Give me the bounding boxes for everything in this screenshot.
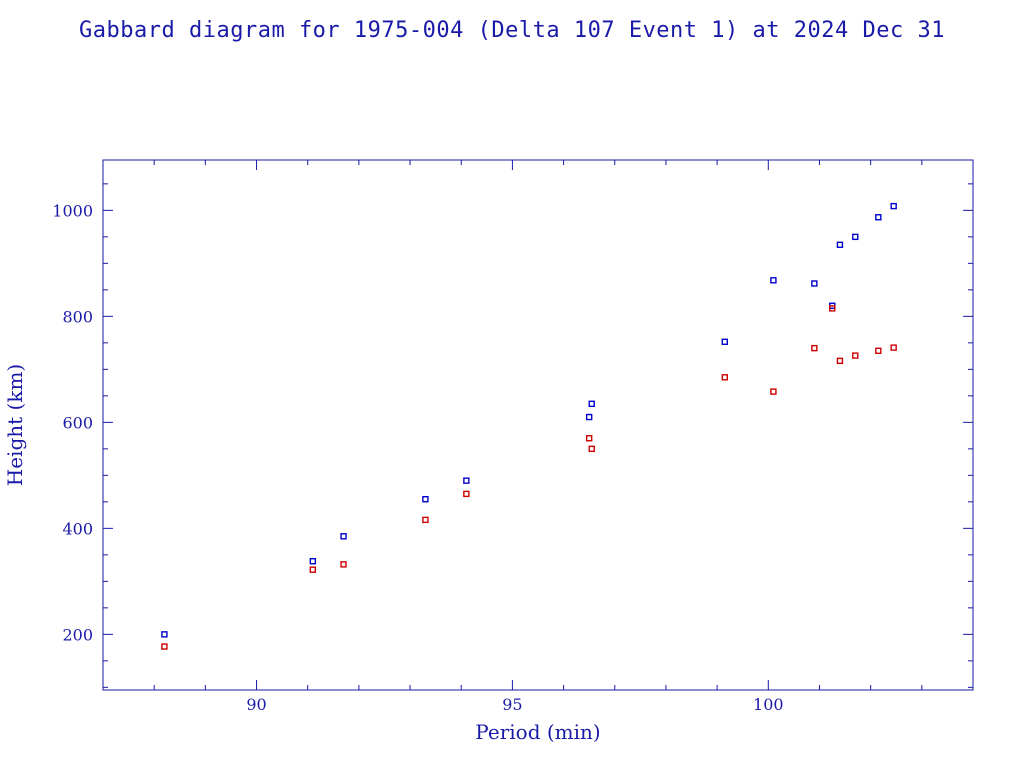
y-axis-label: Height (km) — [3, 364, 27, 486]
data-point-blue — [770, 277, 777, 284]
y-tick-label: 800 — [62, 307, 93, 326]
data-point-red — [852, 352, 859, 359]
x-tick-label: 90 — [246, 695, 266, 714]
data-point-red — [890, 344, 897, 351]
x-tick-label: 100 — [753, 695, 784, 714]
data-point-red — [422, 516, 429, 524]
data-point-blue — [161, 631, 168, 638]
data-point-red — [875, 347, 882, 354]
chart-title: Gabbard diagram for 1975-004 (Delta 107 … — [79, 18, 945, 43]
data-points — [161, 202, 897, 650]
y-tick-label: 200 — [62, 625, 93, 644]
y-tick-label: 1000 — [52, 201, 93, 220]
data-point-blue — [309, 558, 317, 565]
data-point-red — [309, 566, 317, 573]
plot-frame — [102, 159, 974, 691]
x-axis-label: Period (min) — [475, 720, 600, 744]
axis-ticks — [102, 160, 974, 690]
data-point-blue — [585, 413, 593, 421]
data-point-blue — [811, 280, 818, 287]
tick-labels: 90 95 100 200 400 600 800 1000 — [52, 201, 783, 714]
data-point-red — [721, 374, 728, 381]
data-point-red — [588, 445, 595, 453]
data-point-blue — [852, 233, 859, 241]
data-point-blue — [463, 477, 470, 484]
data-point-red — [161, 643, 168, 650]
data-point-red — [585, 435, 593, 442]
data-point-red — [770, 388, 777, 395]
data-point-blue — [422, 496, 429, 503]
data-point-blue — [721, 338, 728, 345]
data-point-blue — [340, 533, 347, 540]
data-point-red — [463, 490, 470, 498]
y-tick-label: 400 — [62, 519, 93, 538]
data-point-red — [340, 561, 347, 568]
data-point-red — [829, 305, 836, 312]
data-point-red — [811, 344, 818, 352]
x-tick-label: 95 — [502, 695, 522, 714]
data-point-blue — [875, 214, 882, 221]
y-tick-label: 600 — [62, 413, 93, 432]
data-point-red — [836, 357, 844, 365]
data-point-blue — [890, 202, 897, 210]
data-point-blue — [588, 400, 595, 407]
data-point-blue — [836, 241, 844, 249]
